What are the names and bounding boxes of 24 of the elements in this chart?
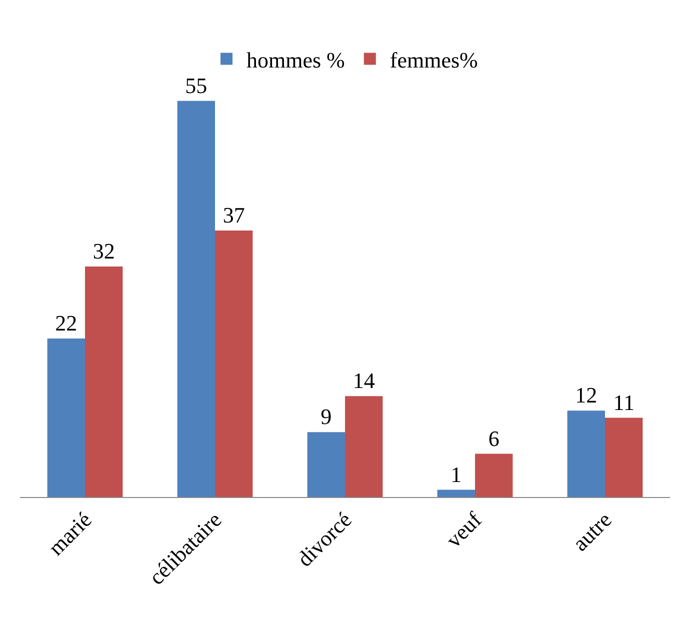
bar [307, 432, 345, 497]
data-label: 37 [222, 202, 245, 228]
data-label: 22 [55, 310, 78, 336]
data-label: 12 [575, 382, 598, 408]
bar [47, 338, 85, 497]
legend-label: femmes% [390, 47, 478, 72]
data-label: 1 [450, 462, 462, 487]
data-label: 6 [488, 426, 500, 451]
bar [475, 454, 513, 497]
legend-label: hommes % [246, 47, 345, 72]
data-label: 9 [320, 404, 332, 430]
x-tick-label: veuf [440, 506, 487, 552]
bar [437, 490, 475, 497]
bar [85, 266, 123, 497]
data-label: 32 [92, 238, 115, 264]
data-label: 55 [185, 72, 208, 98]
bar [605, 418, 643, 497]
bar [345, 396, 383, 497]
bar [177, 100, 215, 497]
bar [215, 230, 253, 497]
bar [567, 410, 605, 497]
data-label: 11 [613, 390, 634, 415]
data-label: 14 [352, 368, 375, 394]
x-tick-label: autre [568, 507, 616, 556]
